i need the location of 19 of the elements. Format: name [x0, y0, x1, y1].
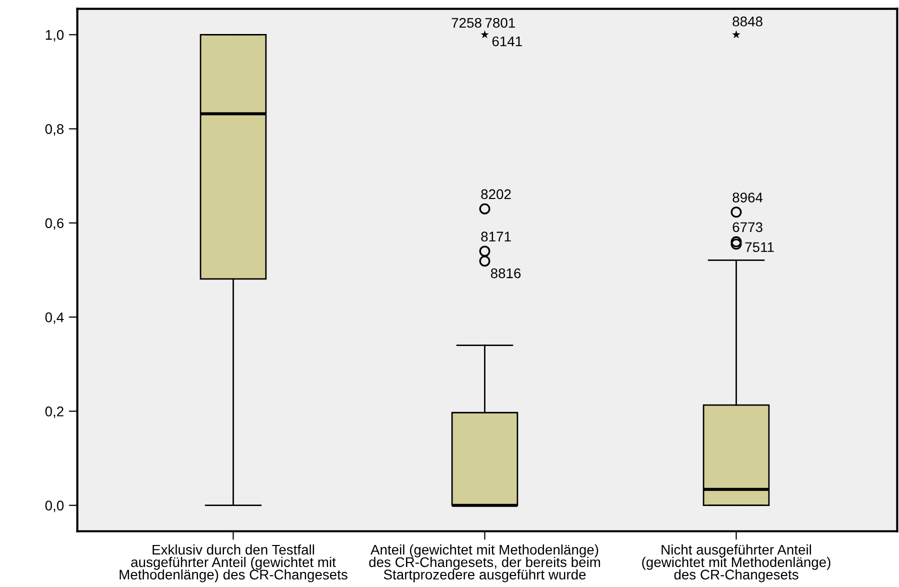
y-tick-label: 0,2 — [45, 406, 64, 418]
y-tick-label: 0,8 — [45, 124, 64, 136]
annotation: 8848 — [732, 16, 762, 26]
annotation: 8171 — [481, 232, 511, 242]
annotation: 8202 — [481, 189, 511, 200]
annotation: 7258 — [452, 18, 482, 28]
x-tick-label: Nicht ausgeführter Anteil (gewichtet mit Methodenlänge) des CR-Changesets — [642, 544, 830, 582]
annotation: 7801 — [485, 18, 515, 28]
y-tick-label: 0,4 — [45, 312, 64, 324]
y-tick-label: 0,6 — [45, 218, 64, 230]
annotation: 6141 — [492, 36, 522, 46]
annotation: 7511 — [745, 242, 774, 252]
y-tick-label: 1,0 — [46, 30, 64, 42]
annotation: 8964 — [732, 192, 763, 202]
y-tick-label: 0,0 — [45, 500, 64, 512]
x-tick-label: Anteil (gewichtet mit Methodenlänge) des CR-Changesets, der bereits beim Startprozedere ausgeführt wurde — [369, 544, 600, 582]
x-tick-label: Exklusiv durch den Testfall ausgeführter Anteil (gewichtet mit Methodenlänge) des CR-Changesets — [120, 544, 348, 582]
annotation: 6773 — [732, 222, 762, 232]
annotation: 8816 — [490, 268, 521, 278]
